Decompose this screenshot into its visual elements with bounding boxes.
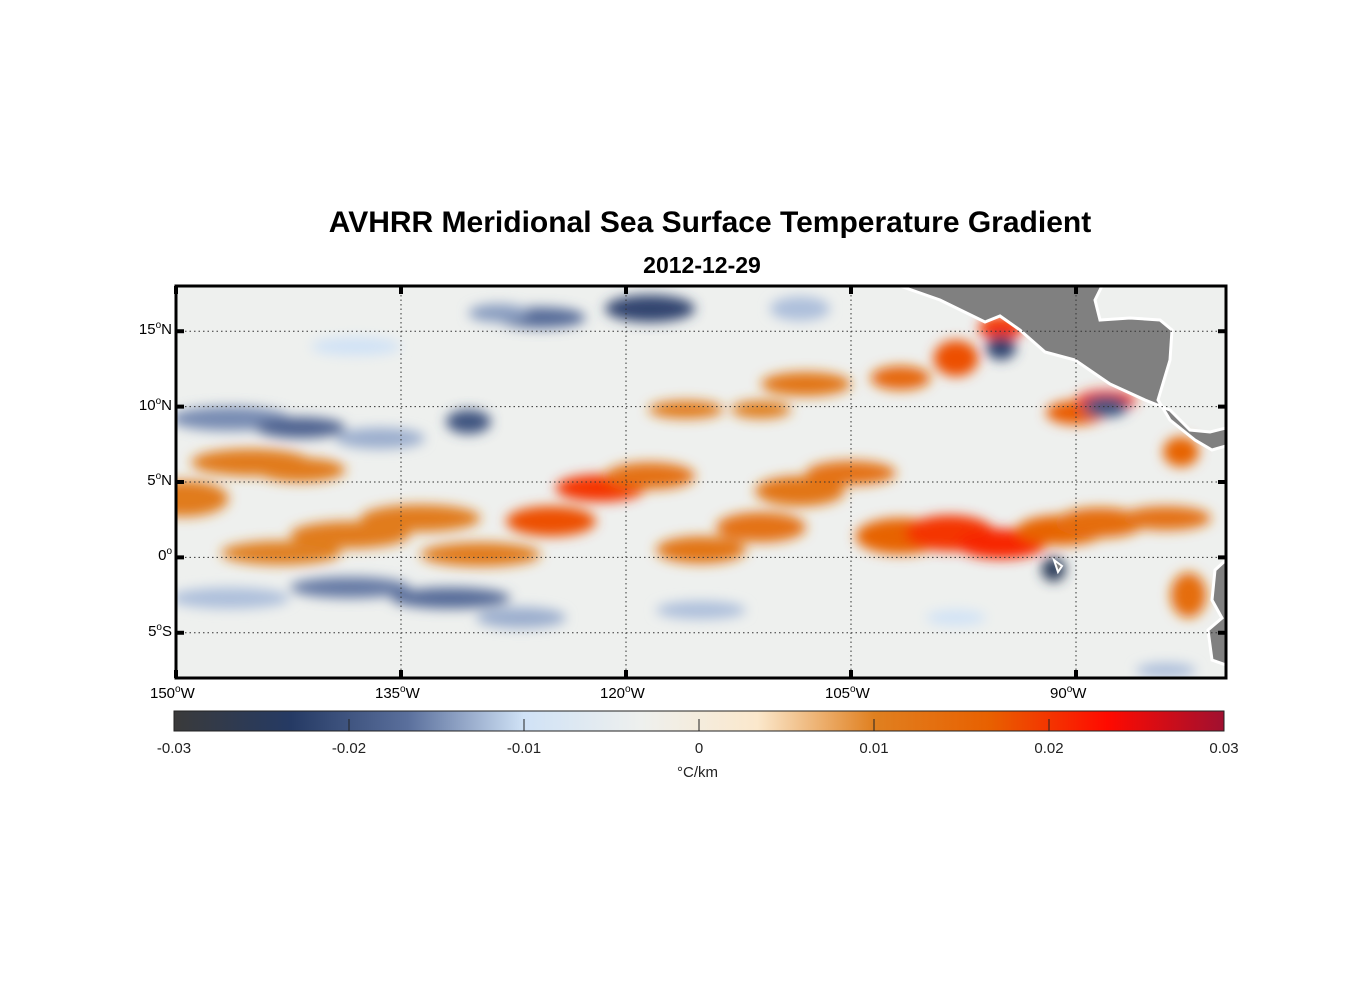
gradient-feature — [335, 427, 425, 449]
gradient-feature — [311, 337, 401, 356]
chart-subtitle: 2012-12-29 — [643, 252, 761, 278]
x-tick-label: 105oW — [825, 684, 870, 702]
gradient-feature — [806, 460, 896, 486]
gradient-feature — [255, 417, 346, 439]
colorbar-tick-label: 0.02 — [1034, 740, 1064, 757]
chart-title: AVHRR Meridional Sea Surface Temperature… — [328, 206, 1092, 239]
colorbar-tick-label: -0.02 — [331, 740, 367, 757]
colorbar-tick-label: -0.01 — [506, 740, 542, 757]
gradient-feature — [926, 610, 986, 626]
gradient-feature — [716, 512, 806, 543]
gradient-feature — [648, 400, 724, 419]
gradient-feature — [290, 576, 410, 599]
gradient-feature — [390, 587, 511, 609]
y-tick-label: 15oN — [138, 320, 172, 339]
gradient-feature — [360, 504, 481, 532]
gradient-feature — [870, 365, 931, 391]
gradient-feature — [420, 542, 541, 567]
x-tick-label: 120oW — [600, 684, 645, 702]
gradient-feature — [506, 506, 596, 537]
gradient-feature — [731, 400, 791, 419]
colorbar-tick-label: 0.03 — [1209, 740, 1239, 757]
gradient-feature — [656, 601, 746, 620]
gradient-feature — [1163, 436, 1199, 467]
y-tick-label: 5oN — [147, 471, 172, 489]
colorbar-tick-label: 0 — [694, 740, 704, 757]
gradient-feature — [761, 371, 851, 397]
gradient-feature — [446, 409, 491, 434]
gradient-feature — [605, 295, 695, 323]
land-south-america — [1206, 557, 1226, 667]
gradient-feature — [656, 536, 746, 564]
x-tick-label: 90oW — [1050, 684, 1087, 702]
gradient-feature — [770, 296, 830, 321]
gradient-feature — [1136, 662, 1196, 678]
gradient-feature — [1170, 572, 1207, 618]
colorbar-label: °C/km — [677, 764, 718, 781]
y-tick-label: 5oS — [148, 621, 172, 640]
gradient-feature — [176, 587, 290, 609]
gradient-feature — [468, 304, 529, 323]
gradient-feature — [1083, 396, 1129, 418]
x-tick-label: 135oW — [375, 684, 420, 702]
y-tick-label: 0o — [158, 546, 172, 565]
y-tick-label: 10oN — [138, 395, 172, 414]
x-tick-label: 150oW — [150, 684, 195, 702]
gradient-feature — [255, 457, 346, 483]
land-central-america — [899, 286, 1226, 452]
gradient-feature — [476, 607, 566, 629]
gradient-feature — [176, 480, 229, 517]
land-galapagos — [1052, 557, 1064, 575]
colorbar-tick-label: 0.01 — [859, 740, 889, 757]
gradient-feature — [933, 340, 979, 377]
colorbar-tick-label: -0.03 — [156, 740, 192, 757]
gradient-feature — [605, 462, 695, 490]
gradient-feature — [755, 475, 845, 507]
gradient-feature — [221, 540, 341, 565]
gradient-feature — [1121, 506, 1211, 531]
gradient-feature — [986, 335, 1016, 360]
